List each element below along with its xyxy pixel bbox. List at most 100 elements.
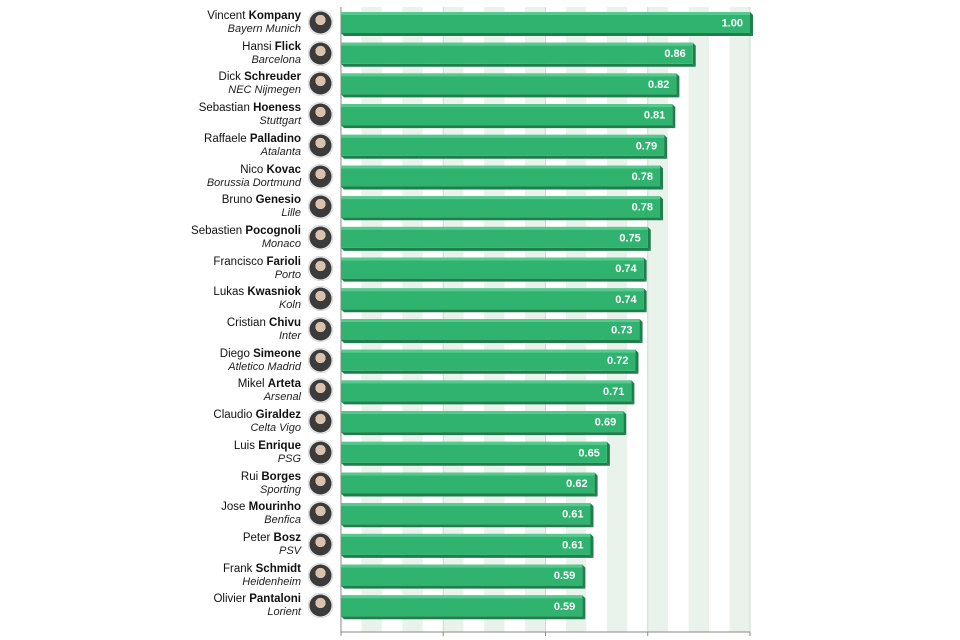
row-label: Vincent Kompany Bayern Munich — [207, 9, 301, 36]
row-label: Luis Enrique PSG — [234, 439, 301, 466]
grid-band — [729, 7, 750, 632]
bar-highlight — [341, 380, 632, 384]
data-label: 0.72 — [607, 355, 628, 367]
bar-highlight — [341, 319, 640, 322]
bar-highlight — [341, 411, 624, 415]
coach-name: Peter Bosz — [243, 531, 301, 545]
bar-shadow — [341, 33, 753, 36]
club-name: Atalanta — [260, 145, 301, 158]
data-label: 0.61 — [562, 539, 583, 551]
coach-name: Hansi Flick — [242, 40, 301, 54]
bar — [341, 503, 591, 525]
bar — [341, 196, 661, 218]
club-name: Barcelona — [251, 53, 301, 66]
data-label: 0.81 — [644, 110, 665, 122]
bar-shadow — [341, 340, 643, 343]
data-label: 0.62 — [566, 478, 587, 490]
club-name: Sporting — [260, 483, 301, 496]
coach-avatar — [308, 40, 333, 66]
coach-first-name: Sebastian — [198, 102, 250, 115]
row-label: Frank Schmidt Heidenheim — [223, 562, 301, 589]
coach-avatar — [308, 501, 333, 527]
row-label: Mikel Arteta Arsenal — [238, 377, 301, 404]
coach-last-name: Farioli — [266, 255, 301, 268]
bar-shadow — [341, 125, 676, 129]
bar-side — [582, 595, 586, 620]
bar — [341, 472, 595, 494]
row-label: Nico Kovac Borussia Dortmund — [207, 163, 301, 190]
grid-band — [688, 7, 710, 632]
bar-shadow — [341, 155, 668, 159]
coach-avatar — [308, 593, 333, 619]
bar — [341, 42, 693, 64]
bar-shadow — [341, 94, 680, 98]
club-name: NEC Nijmegen — [228, 84, 301, 97]
grid-band — [709, 7, 730, 632]
bar-shadow — [341, 401, 635, 405]
coach-last-name: Kompany — [248, 10, 301, 22]
club-name: PSG — [277, 452, 301, 465]
coach-last-name: Mourinho — [248, 501, 301, 514]
club-name: Inter — [278, 330, 301, 342]
row-label: Hansi Flick Barcelona — [242, 40, 301, 67]
bar — [341, 73, 677, 95]
coach-first-name: Jose — [221, 501, 246, 514]
row-label: Sebastien Pocognoli Monaco — [191, 224, 301, 251]
bar-highlight — [341, 12, 750, 15]
coach-last-name: Kovac — [266, 163, 301, 176]
grid-band — [668, 7, 689, 632]
bar-shadow — [341, 524, 594, 528]
coach-first-name: Dick — [218, 71, 241, 84]
coach-first-name: Nico — [240, 163, 264, 176]
coach-last-name: Schreuder — [244, 71, 301, 84]
coach-name: Lukas Kwasniok — [213, 285, 301, 299]
row-label: Lukas Kwasniok Koln — [213, 285, 301, 312]
bar-side — [631, 380, 635, 405]
bar-side — [623, 411, 627, 436]
bar-shadow — [341, 493, 598, 497]
coach-last-name: Palladino — [249, 132, 301, 145]
bar-shadow — [341, 462, 610, 466]
bar — [341, 288, 644, 310]
coach-avatar — [308, 255, 333, 281]
row-label: Jose Mourinho Benfica — [221, 500, 301, 527]
coach-avatar — [308, 194, 333, 220]
bar-highlight — [341, 564, 583, 568]
bar-side — [676, 73, 680, 98]
coach-avatar — [308, 71, 333, 97]
coach-last-name: Chivu — [269, 317, 301, 329]
coach-name: Nico Kovac — [207, 163, 301, 177]
bar-highlight — [341, 349, 636, 353]
bar — [341, 595, 583, 617]
coach-last-name: Enrique — [258, 439, 301, 452]
coach-avatar — [308, 224, 333, 250]
row-label: Rui Borges Sporting — [241, 470, 301, 497]
club-name: Lille — [281, 207, 301, 220]
row-label: Cristian Chivu Inter — [227, 316, 301, 343]
coach-avatar — [308, 378, 333, 404]
coach-avatar — [308, 132, 333, 158]
bar-highlight — [341, 595, 583, 599]
coach-avatar — [308, 470, 333, 496]
bar-shadow — [341, 186, 664, 190]
row-label: Sebastian Hoeness Stuttgart — [199, 101, 301, 128]
bar-side — [594, 472, 598, 497]
coach-name: Rui Borges — [241, 470, 301, 484]
bar-shadow — [341, 247, 651, 251]
bar — [341, 411, 624, 433]
bar-shadow — [341, 585, 586, 589]
club-name: Stuttgart — [259, 115, 301, 128]
bar — [341, 12, 750, 33]
bar-highlight — [341, 104, 673, 108]
data-label: 0.59 — [554, 570, 575, 582]
coach-first-name: Rui — [240, 470, 259, 483]
data-label: 0.74 — [615, 294, 637, 306]
coach-first-name: Hansi — [242, 40, 272, 53]
bar-highlight — [341, 503, 591, 507]
coach-name: Cristian Chivu — [227, 316, 301, 330]
coach-name: Dick Schreuder — [219, 70, 301, 84]
data-label: 0.59 — [554, 601, 575, 613]
bar-side — [635, 349, 639, 374]
coach-avatar — [308, 562, 333, 588]
